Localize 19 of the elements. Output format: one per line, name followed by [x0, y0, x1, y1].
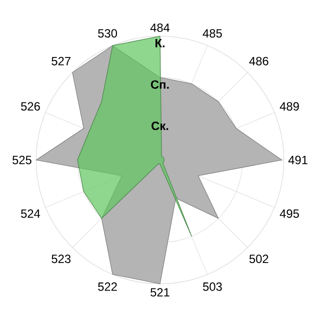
spoke-label: 484: [150, 23, 170, 32]
spoke-label: 486: [249, 56, 268, 66]
spoke-label: 525: [12, 156, 32, 164]
spoke-label: 527: [52, 56, 70, 66]
y-tick-label: Ск.: [152, 122, 168, 130]
spoke-label: 526: [21, 102, 40, 111]
spoke-label: 530: [98, 29, 118, 38]
spoke-label: 489: [280, 102, 299, 111]
y-tick-label: Сп.: [150, 80, 169, 89]
spoke-label: 485: [202, 29, 222, 38]
y-tick-label: К.: [156, 39, 164, 48]
spoke-label: 495: [280, 209, 299, 218]
spoke-label: 503: [203, 282, 222, 291]
spoke-label: 524: [21, 209, 40, 218]
spoke-label: 491: [288, 156, 308, 164]
spoke-label: 523: [52, 254, 71, 264]
spoke-label: 502: [249, 254, 268, 264]
spoke-label: 521: [150, 288, 170, 297]
spoke-label: 522: [98, 282, 117, 291]
